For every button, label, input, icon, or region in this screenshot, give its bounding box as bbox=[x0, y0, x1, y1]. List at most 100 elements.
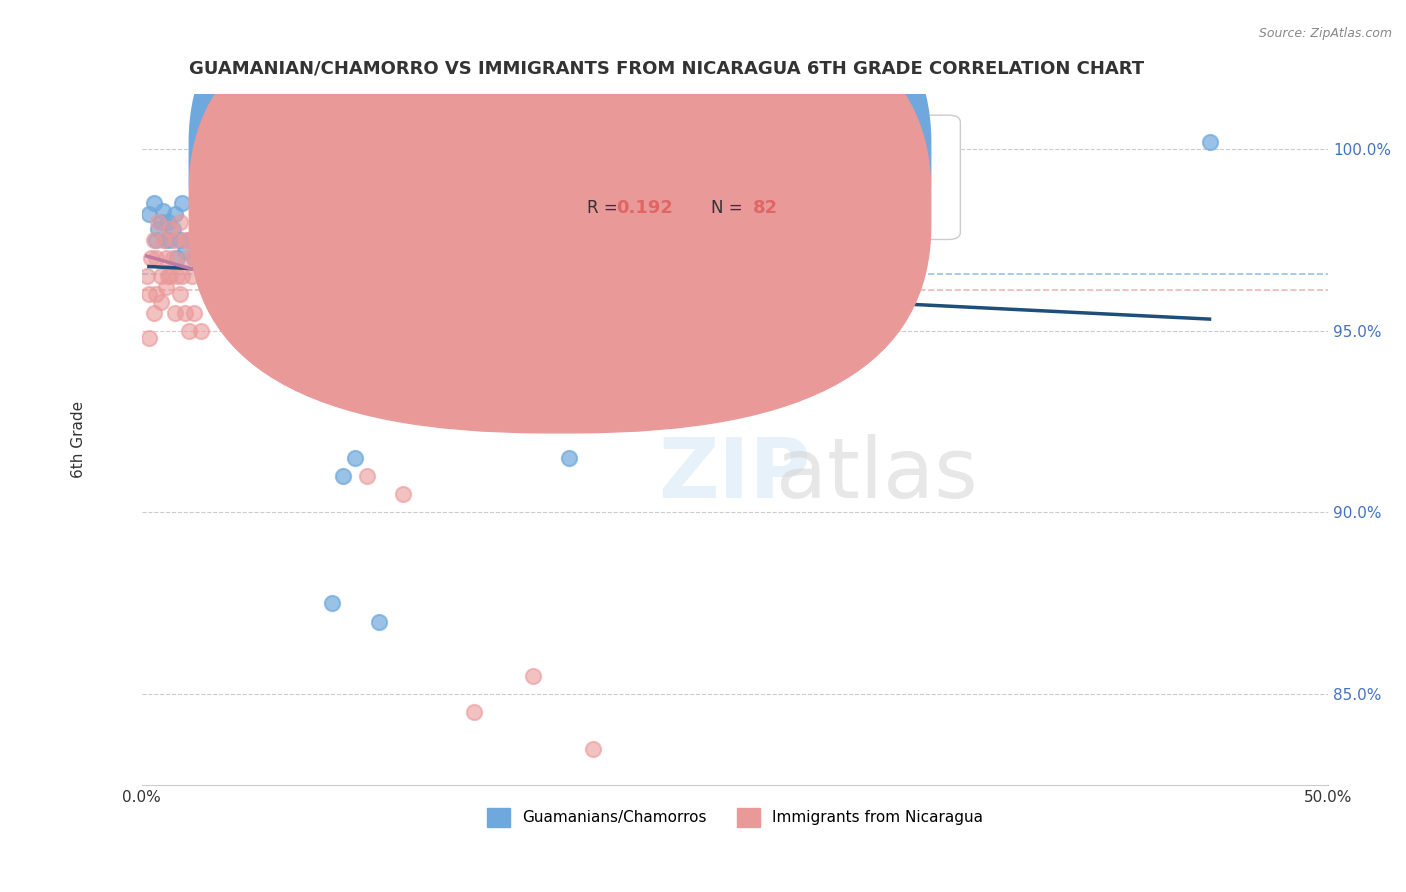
Point bbox=[217, 214, 239, 228]
Point bbox=[332, 233, 354, 247]
Point bbox=[321, 378, 343, 392]
Point bbox=[159, 222, 181, 236]
Point bbox=[308, 251, 330, 265]
Point bbox=[201, 233, 224, 247]
Point bbox=[1198, 135, 1220, 149]
Point bbox=[152, 203, 174, 218]
Point bbox=[238, 233, 260, 247]
Point bbox=[173, 233, 195, 247]
Point bbox=[156, 214, 179, 228]
Point bbox=[581, 233, 603, 247]
Point bbox=[159, 269, 181, 284]
Point bbox=[344, 251, 367, 265]
Point bbox=[169, 233, 191, 247]
Text: N =: N = bbox=[711, 200, 748, 218]
Point bbox=[201, 287, 224, 301]
Point bbox=[190, 214, 212, 228]
Point bbox=[149, 269, 172, 284]
Point bbox=[162, 222, 184, 236]
Point bbox=[225, 251, 247, 265]
Point bbox=[285, 233, 308, 247]
Point bbox=[152, 233, 174, 247]
Point bbox=[190, 324, 212, 338]
Point bbox=[148, 214, 170, 228]
Point bbox=[249, 269, 271, 284]
Point bbox=[439, 233, 461, 247]
Point bbox=[179, 233, 201, 247]
Point bbox=[214, 251, 236, 265]
Point bbox=[179, 324, 201, 338]
Point bbox=[169, 214, 191, 228]
Point bbox=[391, 251, 413, 265]
Point bbox=[145, 233, 167, 247]
Text: R =: R = bbox=[586, 151, 623, 169]
Point bbox=[510, 251, 533, 265]
Point bbox=[138, 331, 160, 345]
Point bbox=[180, 269, 202, 284]
Point bbox=[238, 342, 260, 356]
Point bbox=[187, 214, 209, 228]
Point bbox=[163, 207, 186, 221]
Point bbox=[156, 269, 179, 284]
Y-axis label: 6th Grade: 6th Grade bbox=[72, 401, 86, 478]
Point bbox=[176, 251, 198, 265]
Point bbox=[605, 251, 627, 265]
FancyBboxPatch shape bbox=[522, 115, 960, 239]
Point bbox=[145, 251, 167, 265]
Point bbox=[183, 251, 205, 265]
Point bbox=[155, 280, 177, 294]
Point bbox=[194, 233, 217, 247]
Text: GUAMANIAN/CHAMORRO VS IMMIGRANTS FROM NICARAGUA 6TH GRADE CORRELATION CHART: GUAMANIAN/CHAMORRO VS IMMIGRANTS FROM NI… bbox=[190, 60, 1144, 78]
Point bbox=[163, 233, 186, 247]
Point bbox=[225, 324, 247, 338]
Point bbox=[238, 233, 260, 247]
Point bbox=[581, 741, 603, 756]
Point bbox=[186, 233, 208, 247]
Point bbox=[245, 251, 267, 265]
Point bbox=[200, 214, 222, 228]
Point bbox=[193, 251, 215, 265]
Text: Source: ZipAtlas.com: Source: ZipAtlas.com bbox=[1258, 27, 1392, 40]
Point bbox=[262, 269, 284, 284]
Point bbox=[285, 251, 308, 265]
Point bbox=[368, 615, 391, 629]
Point bbox=[297, 342, 319, 356]
Text: N =: N = bbox=[711, 151, 748, 169]
Point bbox=[391, 487, 413, 501]
Point bbox=[522, 669, 544, 683]
Point bbox=[558, 251, 581, 265]
Point bbox=[249, 251, 271, 265]
Text: atlas: atlas bbox=[776, 434, 979, 515]
Point bbox=[321, 269, 343, 284]
Point bbox=[207, 251, 229, 265]
FancyBboxPatch shape bbox=[190, 0, 931, 433]
Point bbox=[142, 233, 165, 247]
Point bbox=[356, 469, 378, 483]
Text: ZIP: ZIP bbox=[659, 434, 811, 515]
Point bbox=[605, 251, 627, 265]
Point bbox=[427, 233, 450, 247]
Text: 37: 37 bbox=[752, 151, 778, 169]
Point bbox=[463, 706, 485, 720]
Point bbox=[273, 305, 295, 319]
Point bbox=[197, 233, 219, 247]
Point bbox=[155, 233, 177, 247]
Point bbox=[344, 450, 367, 465]
FancyBboxPatch shape bbox=[190, 0, 931, 384]
Point bbox=[463, 251, 485, 265]
Text: 82: 82 bbox=[752, 200, 778, 218]
Point bbox=[197, 269, 219, 284]
Point bbox=[475, 233, 498, 247]
Point bbox=[183, 251, 205, 265]
Point bbox=[273, 251, 295, 265]
Point bbox=[141, 251, 163, 265]
Point bbox=[142, 196, 165, 211]
Point bbox=[190, 251, 212, 265]
Text: R =: R = bbox=[586, 200, 623, 218]
Point bbox=[163, 305, 186, 319]
Point bbox=[214, 305, 236, 319]
Point bbox=[221, 269, 243, 284]
Point bbox=[183, 305, 205, 319]
Point bbox=[368, 269, 391, 284]
Point bbox=[249, 269, 271, 284]
